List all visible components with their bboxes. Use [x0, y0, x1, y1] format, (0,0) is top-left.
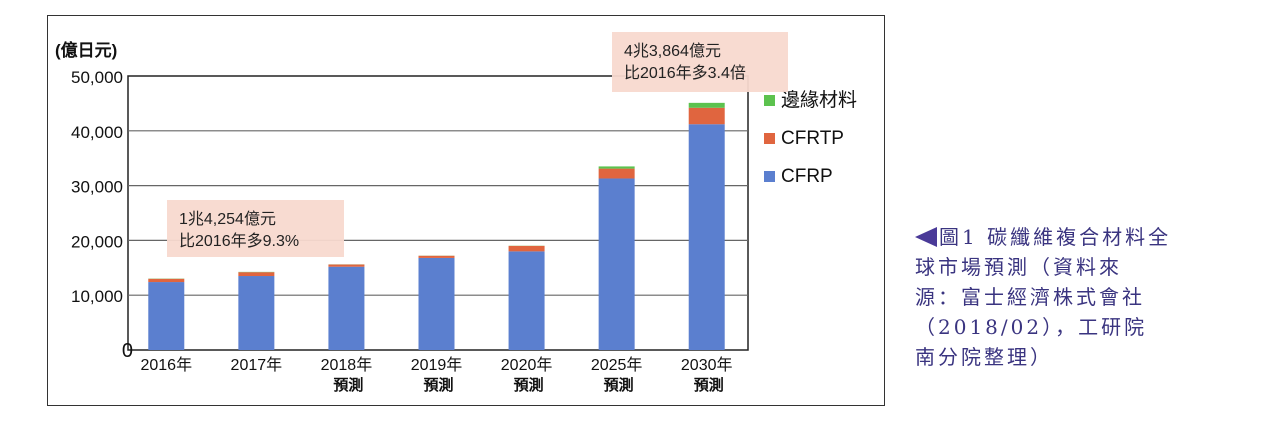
figure-caption: 圖1 碳纖維複合材料全 球市場預測（資料來 源：富士經濟株式會社 （2018/0…	[915, 222, 1235, 372]
bar-segment-CFRP	[598, 178, 635, 350]
bar-segment-CFRTP	[688, 107, 725, 125]
annotation-text: 1兆4,254億元	[179, 210, 276, 228]
annotation-text: 比2016年多3.4倍	[624, 64, 746, 82]
bar-segment-CFRTP	[238, 272, 275, 277]
bar-segment-CFRTP	[508, 245, 545, 252]
x-tick-sublabel: 預測	[333, 376, 363, 394]
y-tick-label: 50,000	[71, 68, 123, 87]
bar-segment-邊緣材料	[688, 102, 725, 108]
x-tick-label: 2020年	[501, 356, 553, 374]
y-tick-label: 30,000	[71, 178, 123, 197]
caption-line: 圖1 碳纖維複合材料全	[939, 225, 1172, 249]
x-tick-sublabel: 預測	[514, 376, 544, 394]
y-axis-label: (億日元)	[55, 40, 117, 60]
y-tick-label: 40,000	[71, 123, 123, 142]
x-tick-label: 2018年	[321, 356, 373, 374]
bar-segment-邊緣材料	[598, 166, 635, 169]
x-tick-label: 2025年	[591, 356, 643, 374]
bar-segment-CFRP	[508, 251, 545, 350]
bar-segment-CFRP	[148, 282, 185, 350]
x-tick-sublabel: 預測	[694, 376, 724, 394]
caption-line: （2018/02），工研院	[915, 315, 1148, 339]
y-tick-label: 20,000	[71, 232, 123, 251]
caption-line: 球市場預測（資料來	[915, 255, 1122, 279]
legend-swatch	[764, 133, 775, 144]
annotation-text: 4兆3,864億元	[624, 42, 721, 60]
chart-frame	[47, 15, 885, 406]
bar-segment-CFRTP	[598, 168, 635, 179]
x-tick-label: 2019年	[411, 356, 463, 374]
annotation-box	[612, 32, 788, 92]
annotation-text: 比2016年多9.3%	[179, 232, 299, 250]
bar-segment-CFRP	[328, 266, 365, 350]
annotation-box	[167, 200, 344, 257]
x-tick-sublabel: 預測	[423, 376, 453, 394]
x-tick-label: 2030年	[681, 356, 733, 374]
legend-swatch	[764, 171, 775, 182]
legend-swatch	[764, 95, 775, 106]
bar-segment-CFRTP	[328, 264, 365, 267]
caption-line: 源：富士經濟株式會社	[915, 285, 1145, 309]
bar-segment-CFRTP	[148, 278, 185, 283]
bar-segment-CFRP	[238, 276, 275, 350]
bar-segment-CFRTP	[418, 255, 455, 258]
y-tick-label: 10,000	[71, 287, 123, 306]
legend-label: CFRP	[781, 166, 833, 187]
x-tick-label: 2016年	[140, 356, 192, 374]
legend-label: CFRTP	[781, 128, 844, 149]
bar-segment-CFRP	[688, 124, 725, 350]
triangle-pointer-icon	[915, 227, 937, 247]
y-tick-label: 0	[122, 340, 133, 362]
x-tick-sublabel: 預測	[604, 376, 634, 394]
x-tick-label: 2017年	[231, 356, 283, 374]
legend-label: 邊緣材料	[781, 89, 857, 111]
caption-line: 南分院整理）	[915, 345, 1053, 369]
bar-segment-CFRP	[418, 257, 455, 350]
